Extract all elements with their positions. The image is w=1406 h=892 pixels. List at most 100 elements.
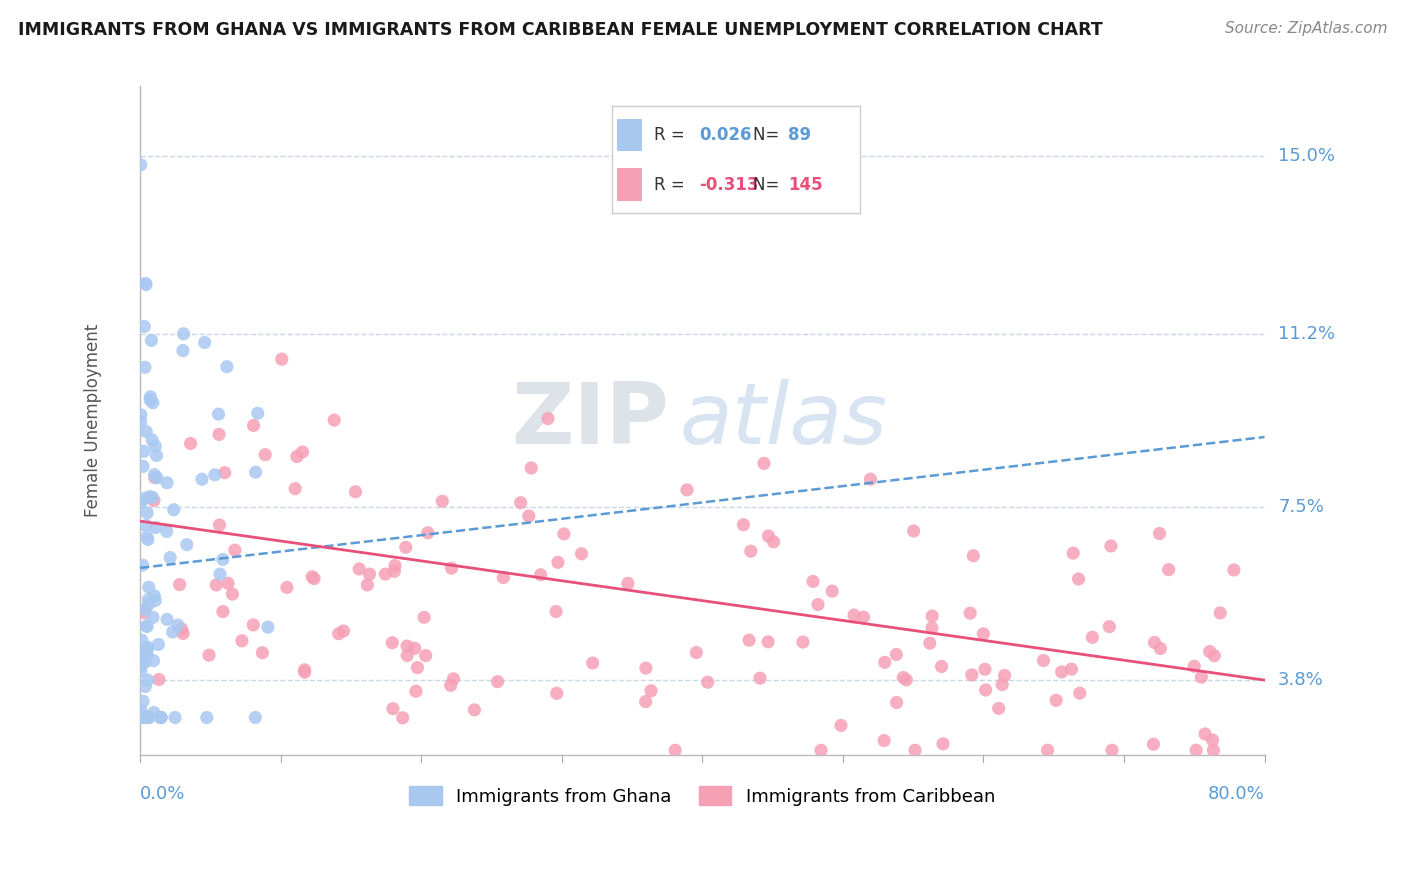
Point: [139, 390, 162, 404]
Point: [356, 578, 378, 592]
Point: [134, 602, 156, 616]
Point: [129, 664, 152, 678]
Point: [254, 448, 277, 462]
Point: [138, 710, 160, 724]
Point: [738, 633, 761, 648]
Point: [821, 584, 844, 599]
Point: [135, 530, 157, 544]
Point: [143, 467, 166, 482]
Point: [921, 609, 943, 624]
Point: [792, 635, 814, 649]
Point: [257, 620, 280, 634]
Point: [142, 493, 165, 508]
Point: [142, 654, 165, 668]
Point: [221, 587, 243, 601]
Point: [886, 648, 908, 662]
Point: [143, 470, 166, 484]
Point: [215, 359, 238, 374]
Point: [544, 605, 567, 619]
Point: [634, 695, 657, 709]
Point: [132, 459, 155, 474]
Point: [1149, 526, 1171, 541]
Text: IMMIGRANTS FROM GHANA VS IMMIGRANTS FROM CARIBBEAN FEMALE UNEMPLOYMENT CORRELATI: IMMIGRANTS FROM GHANA VS IMMIGRANTS FROM…: [18, 21, 1104, 39]
Point: [440, 678, 463, 692]
Point: [132, 444, 155, 458]
Point: [752, 456, 775, 470]
Point: [214, 466, 236, 480]
Point: [932, 737, 955, 751]
Point: [991, 677, 1014, 691]
Point: [135, 619, 157, 633]
Point: [733, 517, 755, 532]
Point: [172, 343, 194, 358]
Point: [931, 659, 953, 673]
Point: [246, 406, 269, 420]
Point: [904, 743, 927, 757]
Point: [1032, 653, 1054, 667]
Point: [217, 576, 239, 591]
Point: [162, 625, 184, 640]
Point: [284, 482, 307, 496]
Point: [170, 622, 193, 636]
Point: [173, 326, 195, 341]
Point: [640, 683, 662, 698]
Point: [381, 702, 404, 716]
Point: [756, 635, 779, 649]
Point: [148, 673, 170, 687]
Point: [896, 673, 918, 687]
Point: [136, 506, 159, 520]
Text: 3.8%: 3.8%: [1278, 671, 1324, 690]
Point: [208, 427, 231, 442]
Point: [1142, 737, 1164, 751]
Point: [131, 558, 153, 572]
Point: [138, 580, 160, 594]
Text: Female Unemployment: Female Unemployment: [84, 324, 101, 517]
Point: [918, 636, 941, 650]
Point: [509, 496, 531, 510]
Text: 11.2%: 11.2%: [1278, 326, 1336, 343]
Point: [138, 490, 160, 504]
Point: [136, 648, 159, 662]
Point: [1143, 635, 1166, 649]
Point: [1194, 727, 1216, 741]
Point: [810, 743, 832, 757]
Point: [959, 606, 981, 620]
Point: [1099, 539, 1122, 553]
Point: [416, 525, 439, 540]
Point: [204, 467, 226, 482]
Point: [129, 496, 152, 510]
Point: [1201, 733, 1223, 747]
Point: [194, 335, 217, 350]
Point: [136, 642, 159, 657]
Point: [208, 567, 231, 582]
Point: [149, 710, 172, 724]
Point: [571, 547, 593, 561]
Point: [136, 710, 159, 724]
Point: [328, 626, 350, 640]
Point: [138, 710, 160, 724]
Point: [285, 450, 308, 464]
Point: [129, 158, 152, 172]
Point: [1101, 743, 1123, 757]
Point: [301, 570, 323, 584]
Point: [830, 718, 852, 732]
Point: [696, 675, 718, 690]
Point: [138, 592, 160, 607]
Point: [132, 645, 155, 659]
Text: 7.5%: 7.5%: [1278, 498, 1324, 516]
Point: [530, 567, 553, 582]
Point: [396, 648, 419, 663]
Point: [242, 418, 264, 433]
Point: [749, 671, 772, 685]
Point: [176, 538, 198, 552]
Point: [169, 577, 191, 591]
Point: [135, 425, 157, 439]
Point: [921, 621, 943, 635]
Point: [1189, 670, 1212, 684]
Point: [142, 395, 165, 409]
Point: [1204, 648, 1226, 663]
Point: [381, 636, 404, 650]
Text: Source: ZipAtlas.com: Source: ZipAtlas.com: [1225, 21, 1388, 37]
Point: [134, 360, 156, 375]
Point: [413, 610, 436, 624]
